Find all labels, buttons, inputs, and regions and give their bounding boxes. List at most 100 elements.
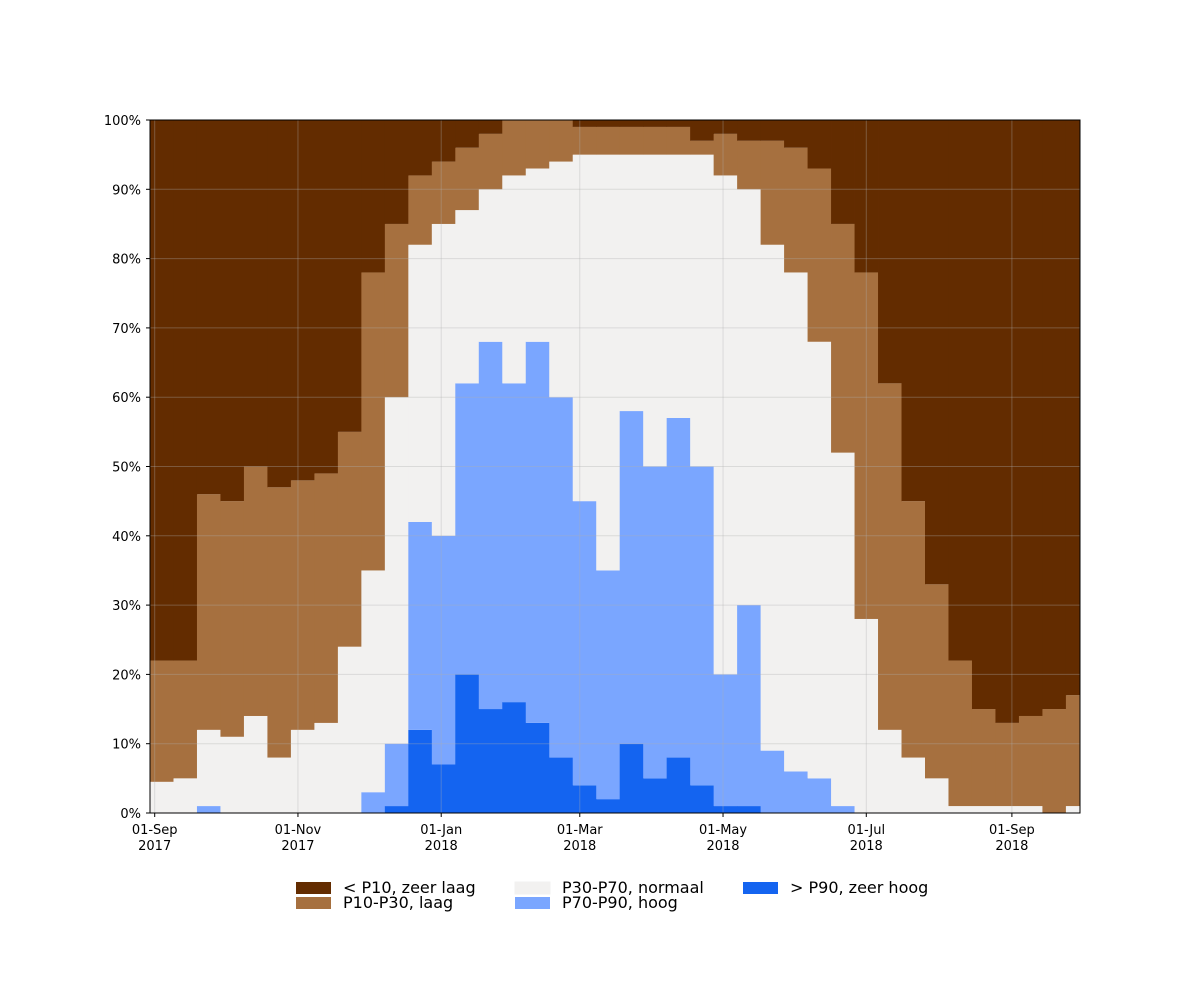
area-segment xyxy=(666,126,691,155)
legend-label: < P10, zeer laag xyxy=(343,878,476,897)
area-segment xyxy=(596,799,621,813)
area-segment xyxy=(549,161,574,398)
area-segment xyxy=(455,210,480,384)
legend-label: P70-P90, hoog xyxy=(562,893,678,912)
area-segment xyxy=(971,806,996,813)
y-tick-label: 0% xyxy=(120,807,141,822)
area-segment xyxy=(478,120,503,134)
area-segment xyxy=(784,272,808,772)
area-segment xyxy=(737,605,762,807)
area-segment xyxy=(478,133,503,190)
area-segment xyxy=(690,140,715,155)
area-segment xyxy=(337,646,362,813)
area-segment xyxy=(408,729,433,813)
area-segment xyxy=(878,383,902,730)
area-segment xyxy=(408,120,433,176)
legend-swatch xyxy=(296,882,331,894)
x-tick-label: 01-Nov 2017 xyxy=(275,823,322,854)
y-tick-label: 50% xyxy=(112,461,141,476)
area-segment xyxy=(525,341,550,723)
area-segment xyxy=(854,272,879,619)
area-segment xyxy=(431,120,456,162)
area-segment xyxy=(737,189,762,606)
area-segment xyxy=(572,501,597,786)
area-segment xyxy=(1018,715,1043,807)
area-segment xyxy=(455,120,480,148)
legend-swatch xyxy=(743,882,778,894)
area-segment xyxy=(431,764,456,813)
area-segment xyxy=(478,189,503,342)
area-segment xyxy=(666,757,691,813)
area-segment xyxy=(478,709,503,813)
area-segment xyxy=(290,729,315,813)
area-segment xyxy=(384,223,409,398)
area-segment xyxy=(995,722,1020,807)
area-segment xyxy=(1018,120,1043,716)
x-tick-label: 01-Sep 2017 xyxy=(132,823,178,854)
area-segment xyxy=(760,244,785,751)
area-segment xyxy=(831,223,855,453)
area-segment xyxy=(173,660,198,779)
area-segment xyxy=(713,806,738,813)
area-segment xyxy=(643,778,668,813)
area-segment xyxy=(831,120,855,224)
area-segment xyxy=(502,383,527,703)
area-segment xyxy=(901,757,926,813)
area-segment xyxy=(150,781,174,813)
area-segment xyxy=(784,771,808,813)
area-segment xyxy=(971,120,996,710)
area-segment xyxy=(267,757,292,813)
area-segment xyxy=(596,120,621,127)
area-segment xyxy=(243,466,268,716)
area-segment xyxy=(1018,806,1043,813)
area-segment xyxy=(619,120,644,127)
area-segment xyxy=(760,140,785,245)
area-segment xyxy=(925,778,949,813)
area-segment xyxy=(408,244,433,522)
area-segment xyxy=(431,223,456,536)
y-tick-label: 100% xyxy=(104,114,141,129)
area-segment xyxy=(150,660,174,782)
area-segment xyxy=(713,175,738,675)
area-segment xyxy=(361,570,386,793)
area-segment xyxy=(643,466,668,779)
legend-label: > P90, zeer hoog xyxy=(790,878,928,897)
area-segment xyxy=(314,120,339,474)
x-tick-label: 01-Jan 2018 xyxy=(420,823,462,854)
area-segment xyxy=(384,120,409,224)
y-tick-label: 90% xyxy=(112,183,141,198)
area-segment xyxy=(807,778,832,813)
x-tick-label: 01-Mar 2018 xyxy=(557,823,603,854)
y-tick-label: 40% xyxy=(112,530,141,545)
area-segment xyxy=(572,785,597,813)
area-segment xyxy=(267,487,292,758)
area-segment xyxy=(878,729,902,813)
area-segment xyxy=(1065,806,1081,813)
area-segment xyxy=(995,120,1020,723)
area-segment xyxy=(643,120,668,127)
area-segment xyxy=(572,120,597,127)
area-segment xyxy=(431,161,456,224)
area-segment xyxy=(196,729,221,807)
area-segment xyxy=(314,722,339,813)
area-segment xyxy=(337,120,362,432)
area-segment xyxy=(1065,120,1081,696)
y-tick-label: 20% xyxy=(112,668,141,683)
area-segment xyxy=(431,535,456,765)
area-segment xyxy=(619,411,644,744)
area-segment xyxy=(619,126,644,155)
area-segment xyxy=(831,452,855,807)
y-tick-label: 80% xyxy=(112,253,141,268)
area-segment xyxy=(713,120,738,134)
area-segment xyxy=(549,397,574,758)
y-tick-label: 70% xyxy=(112,322,141,337)
area-segment xyxy=(878,120,902,384)
area-segment xyxy=(267,120,292,488)
area-segment xyxy=(455,147,480,211)
area-segment xyxy=(243,120,268,467)
y-tick-label: 60% xyxy=(112,391,141,406)
x-tick-label: 01-Jul 2018 xyxy=(847,823,885,854)
area-segment xyxy=(196,120,221,495)
legend-label: P30-P70, normaal xyxy=(562,878,704,897)
